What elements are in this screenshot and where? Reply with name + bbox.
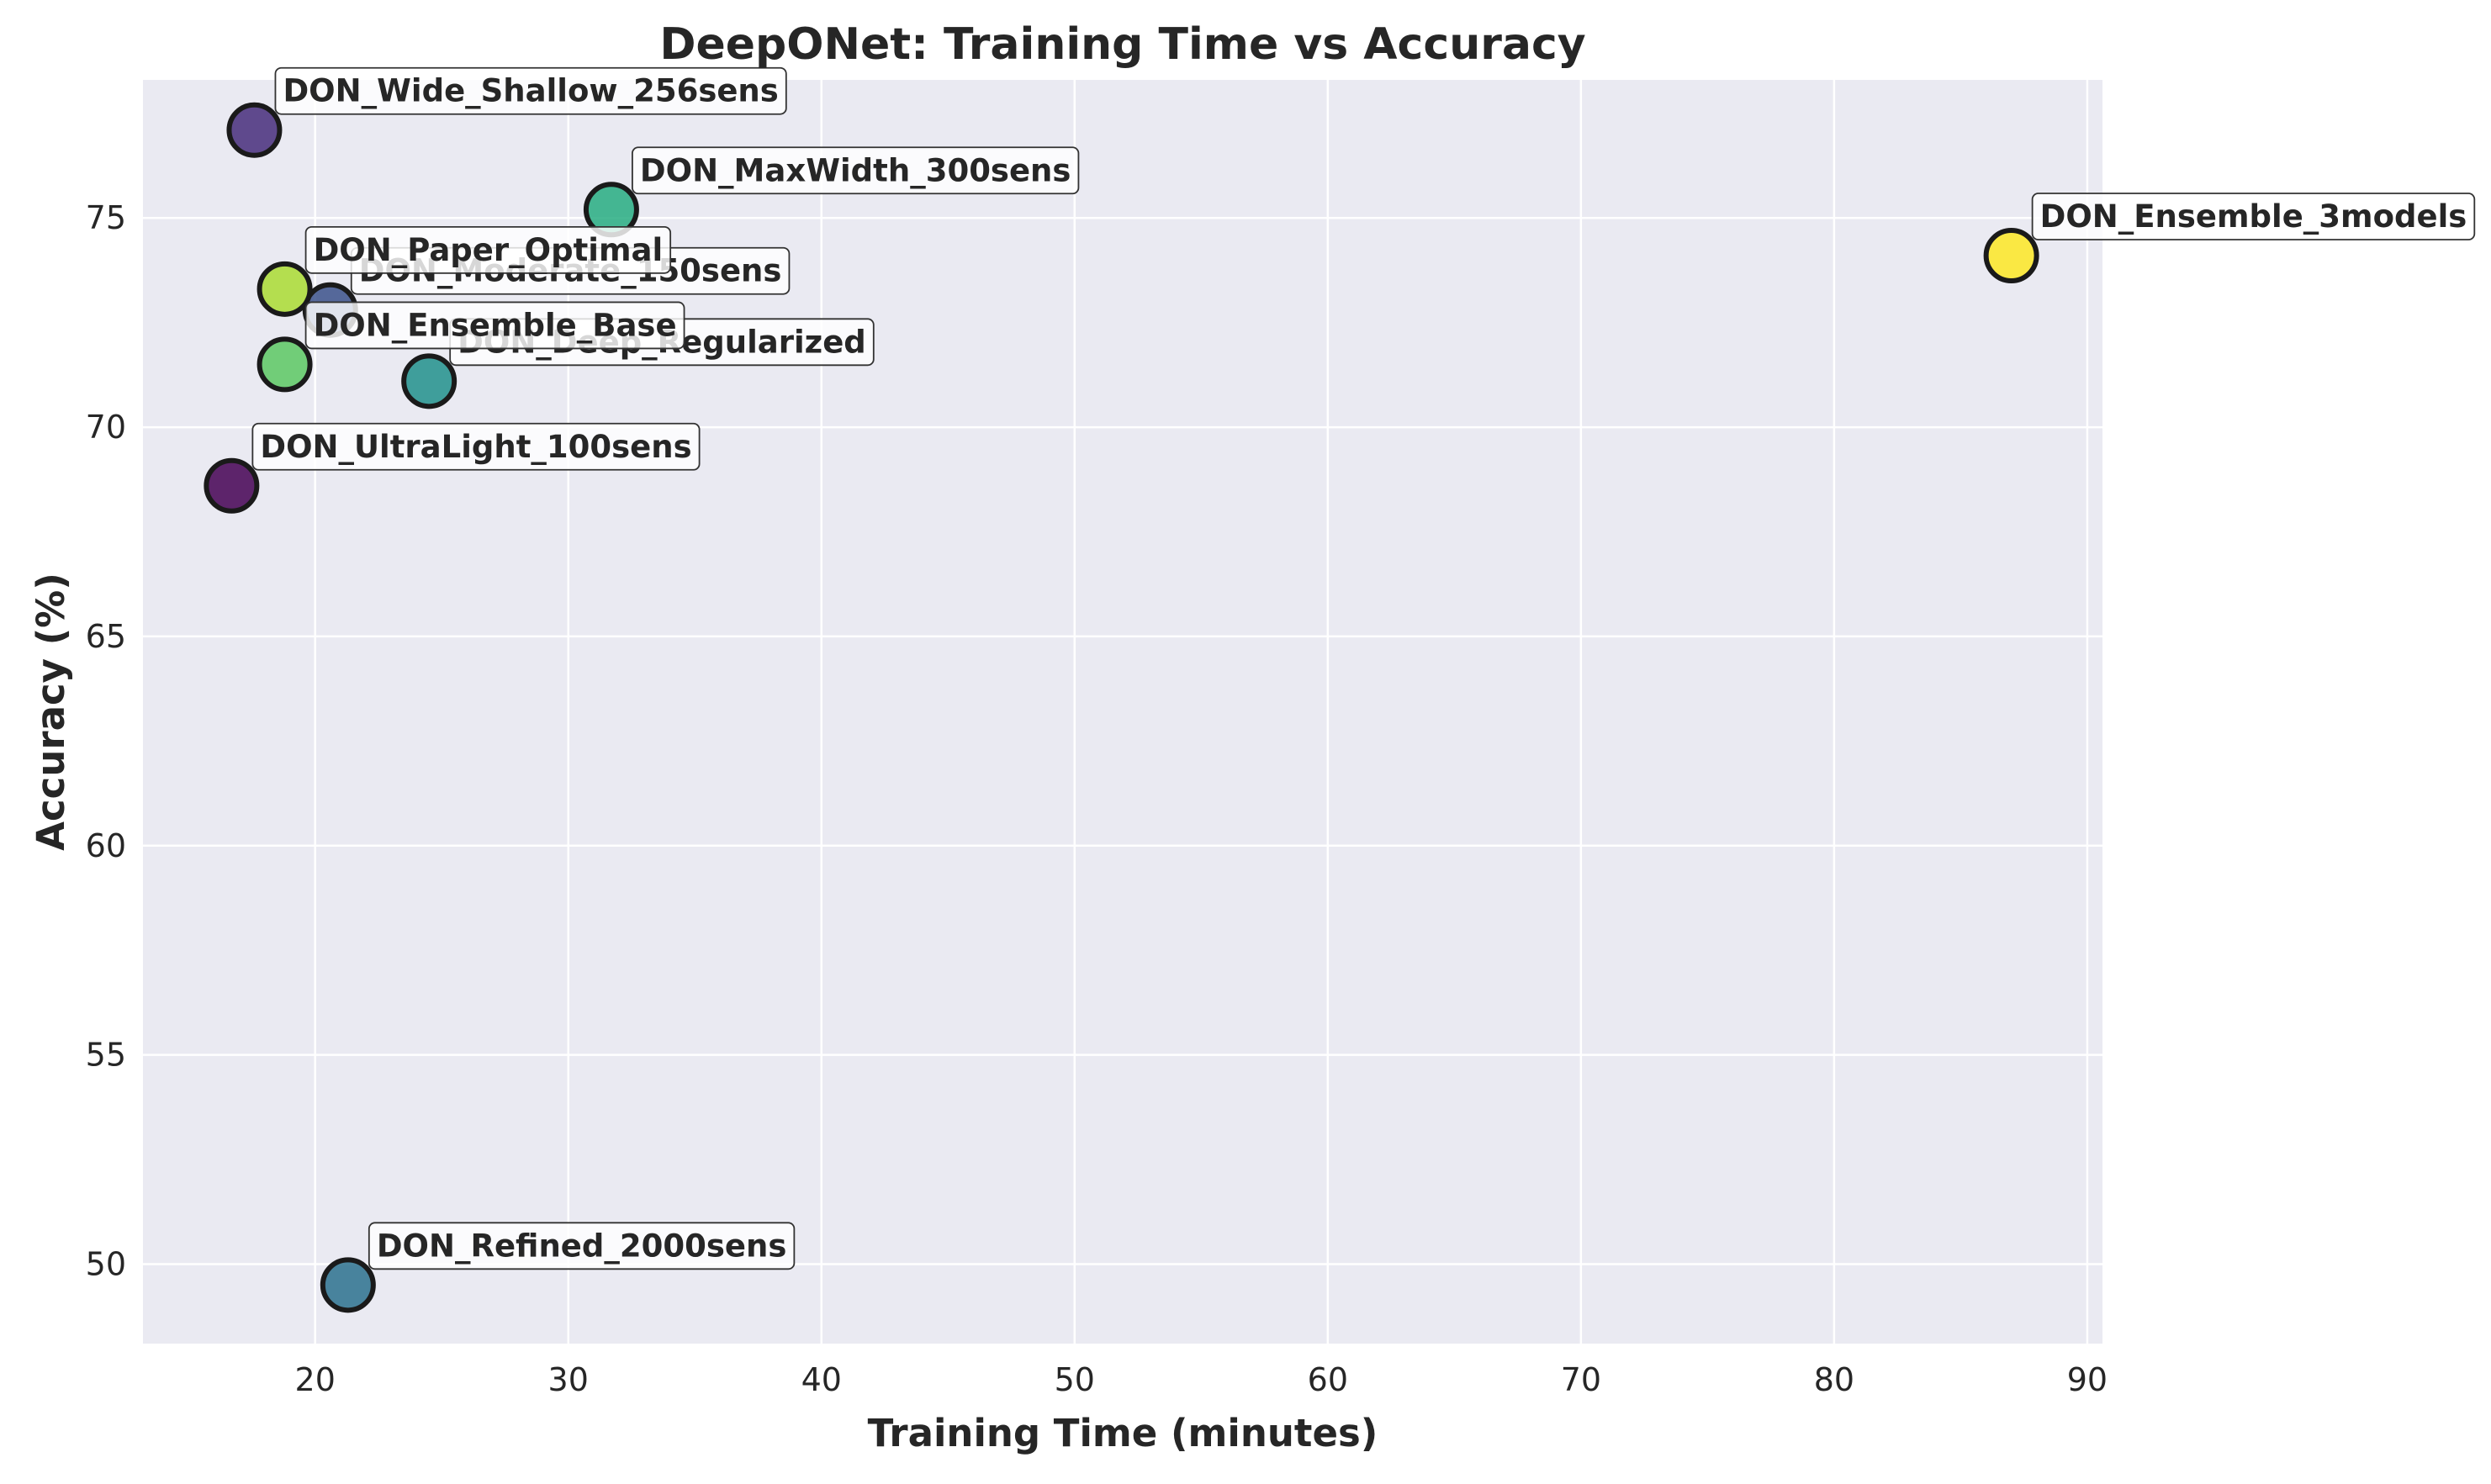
- data-point: [257, 261, 313, 317]
- point-label: DON_Paper_Optimal: [304, 225, 672, 274]
- data-point: [320, 1257, 376, 1313]
- point-label: DON_Ensemble_Base: [304, 301, 685, 350]
- point-label: DON_Ensemble_3models: [2031, 193, 2476, 240]
- y-tick-label: 70: [86, 409, 126, 446]
- data-point: [257, 336, 313, 393]
- point-labels: DON_UltraLight_100sens DON_Wide_Shallow_2…: [251, 66, 2476, 1270]
- point-label: DON_MaxWidth_300sens: [632, 146, 1080, 195]
- y-tick-label: 75: [86, 199, 126, 236]
- data-points: [204, 102, 2039, 1313]
- x-tick-label: 40: [801, 1361, 842, 1398]
- point-label-box: [632, 146, 1080, 195]
- x-tick-label: 90: [2067, 1361, 2108, 1398]
- y-tick-label: 50: [86, 1245, 126, 1282]
- point-label-text: DON_Wide_Shallow_256sens: [283, 73, 778, 109]
- y-tick-label: 60: [86, 827, 126, 864]
- x-tick-label: 30: [548, 1361, 589, 1398]
- point-label-text: DON_Ensemble_Base: [314, 307, 677, 343]
- x-tick-label: 50: [1055, 1361, 1095, 1398]
- data-point: [401, 353, 457, 409]
- point-label: DON_Wide_Shallow_256sens: [274, 66, 787, 115]
- x-tick-label: 70: [1561, 1361, 1601, 1398]
- x-tick-label: 60: [1308, 1361, 1348, 1398]
- x-tick-label: 20: [295, 1361, 336, 1398]
- point-label-text: DON_Paper_Optimal: [314, 232, 664, 268]
- point-label-box: [304, 301, 685, 350]
- point-label-box: [2031, 193, 2476, 240]
- data-point: [204, 457, 260, 514]
- point-label-text: DON_Refined_2000sens: [377, 1228, 787, 1264]
- point-label-text: DON_UltraLight_100sens: [260, 429, 691, 465]
- point-label-box: [368, 1222, 796, 1270]
- x-axis-label: Training Time (minutes): [868, 1411, 1378, 1455]
- point-label: DON_Refined_2000sens: [368, 1222, 796, 1270]
- point-label-text: DON_Ensemble_3models: [2040, 198, 2467, 235]
- y-axis-label: Accuracy (%): [29, 573, 73, 851]
- y-tick-label: 55: [86, 1037, 126, 1074]
- data-point: [1983, 228, 2039, 284]
- x-tick-label: 80: [1814, 1361, 1854, 1398]
- chart-title: DeepONet: Training Time vs Accuracy: [659, 19, 1585, 70]
- point-label-text: DON_MaxWidth_300sens: [640, 152, 1071, 188]
- point-label-box: [274, 66, 787, 115]
- y-tick-label: 65: [86, 618, 126, 655]
- point-label-box: [251, 422, 701, 471]
- point-label-box: [304, 225, 672, 274]
- tick-labels: 20 30 40 50 60 70 80 90 50 55 60 65 70 75: [86, 199, 2108, 1398]
- data-point: [226, 102, 283, 158]
- point-label: DON_UltraLight_100sens: [251, 422, 701, 471]
